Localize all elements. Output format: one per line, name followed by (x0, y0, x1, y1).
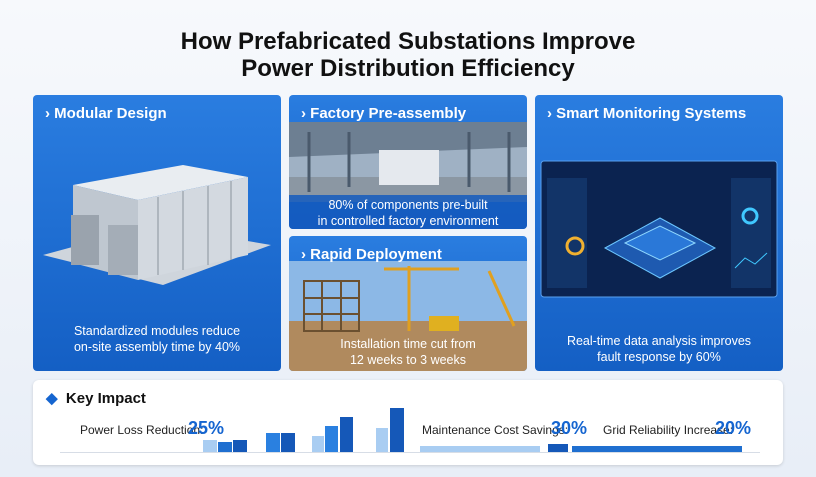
factory-photo (289, 122, 527, 202)
panel-title: › Factory Pre-assembly (301, 105, 467, 122)
panel-caption: Installation time cut from 12 weeks to 3… (289, 336, 527, 368)
title-line: Power Distribution Efficiency (241, 55, 575, 82)
panel-title: › Modular Design (45, 105, 167, 122)
key-impact-title: ◆ Key Impact (46, 390, 146, 407)
dashboard-screen (540, 160, 778, 298)
deco-bar (266, 433, 280, 452)
deco-bar (572, 446, 742, 452)
metric-value: 20% (715, 418, 752, 438)
panel-title: › Rapid Deployment (301, 246, 442, 263)
caption-line: 80% of components pre-built (328, 198, 488, 212)
title-line: How Prefabricated Substations Improve (180, 28, 636, 55)
deco-bar (203, 440, 217, 452)
caption-line: Installation time cut from (340, 337, 476, 351)
deco-bar (233, 440, 247, 452)
caption-line: fault response by 60% (597, 350, 721, 364)
panel: › Smart Monitoring Systems Real-time dat… (535, 95, 783, 371)
panel-caption: Standardized modules reduce on-site asse… (33, 323, 281, 355)
panel-title-text: Rapid Deployment (310, 246, 442, 263)
panel-caption: Real-time data analysis improves fault r… (535, 333, 783, 365)
panel-title-text: Factory Pre-assembly (310, 105, 467, 122)
deco-bar (340, 417, 353, 452)
panel-title: › Smart Monitoring Systems (547, 105, 747, 122)
panel: › Rapid Deployment Installation time cut… (289, 236, 527, 371)
substation-illustration (43, 165, 271, 285)
metric-label: Grid Reliability Increase: (603, 423, 734, 437)
caption-line: 12 weeks to 3 weeks (349, 353, 467, 367)
panel-title-text: Smart Monitoring Systems (556, 105, 747, 122)
caption-line: Real-time data analysis improves (566, 334, 752, 348)
metric-value: 25% (188, 418, 225, 438)
panel: › Modular Design Standardized modules re… (33, 95, 281, 371)
panel: › Factory Pre-assembly 80% of components… (289, 95, 527, 229)
deco-bar (281, 433, 295, 452)
panel-title-text: Modular Design (54, 105, 167, 122)
deco-bar (390, 408, 404, 452)
caption-line: on-site assembly time by 40% (73, 340, 241, 354)
deco-bar (325, 426, 338, 452)
metric-label: Maintenance Cost Savings: (422, 423, 569, 437)
caption-line: in controlled factory environment (317, 214, 499, 228)
metric-label: Power Loss Reduction: (80, 423, 204, 437)
construction-photo (289, 261, 527, 371)
key-impact-title-text: Key Impact (65, 390, 146, 407)
caption-line: Standardized modules reduce (73, 324, 241, 338)
deco-bar (420, 446, 540, 452)
metric-value: 30% (551, 418, 588, 438)
deco-bar (548, 444, 568, 452)
deco-bar (376, 428, 388, 452)
panel-caption: 80% of components pre-built in controlle… (289, 195, 527, 229)
deco-bar (312, 436, 324, 452)
deco-bar (218, 442, 232, 452)
baseline (60, 452, 760, 453)
